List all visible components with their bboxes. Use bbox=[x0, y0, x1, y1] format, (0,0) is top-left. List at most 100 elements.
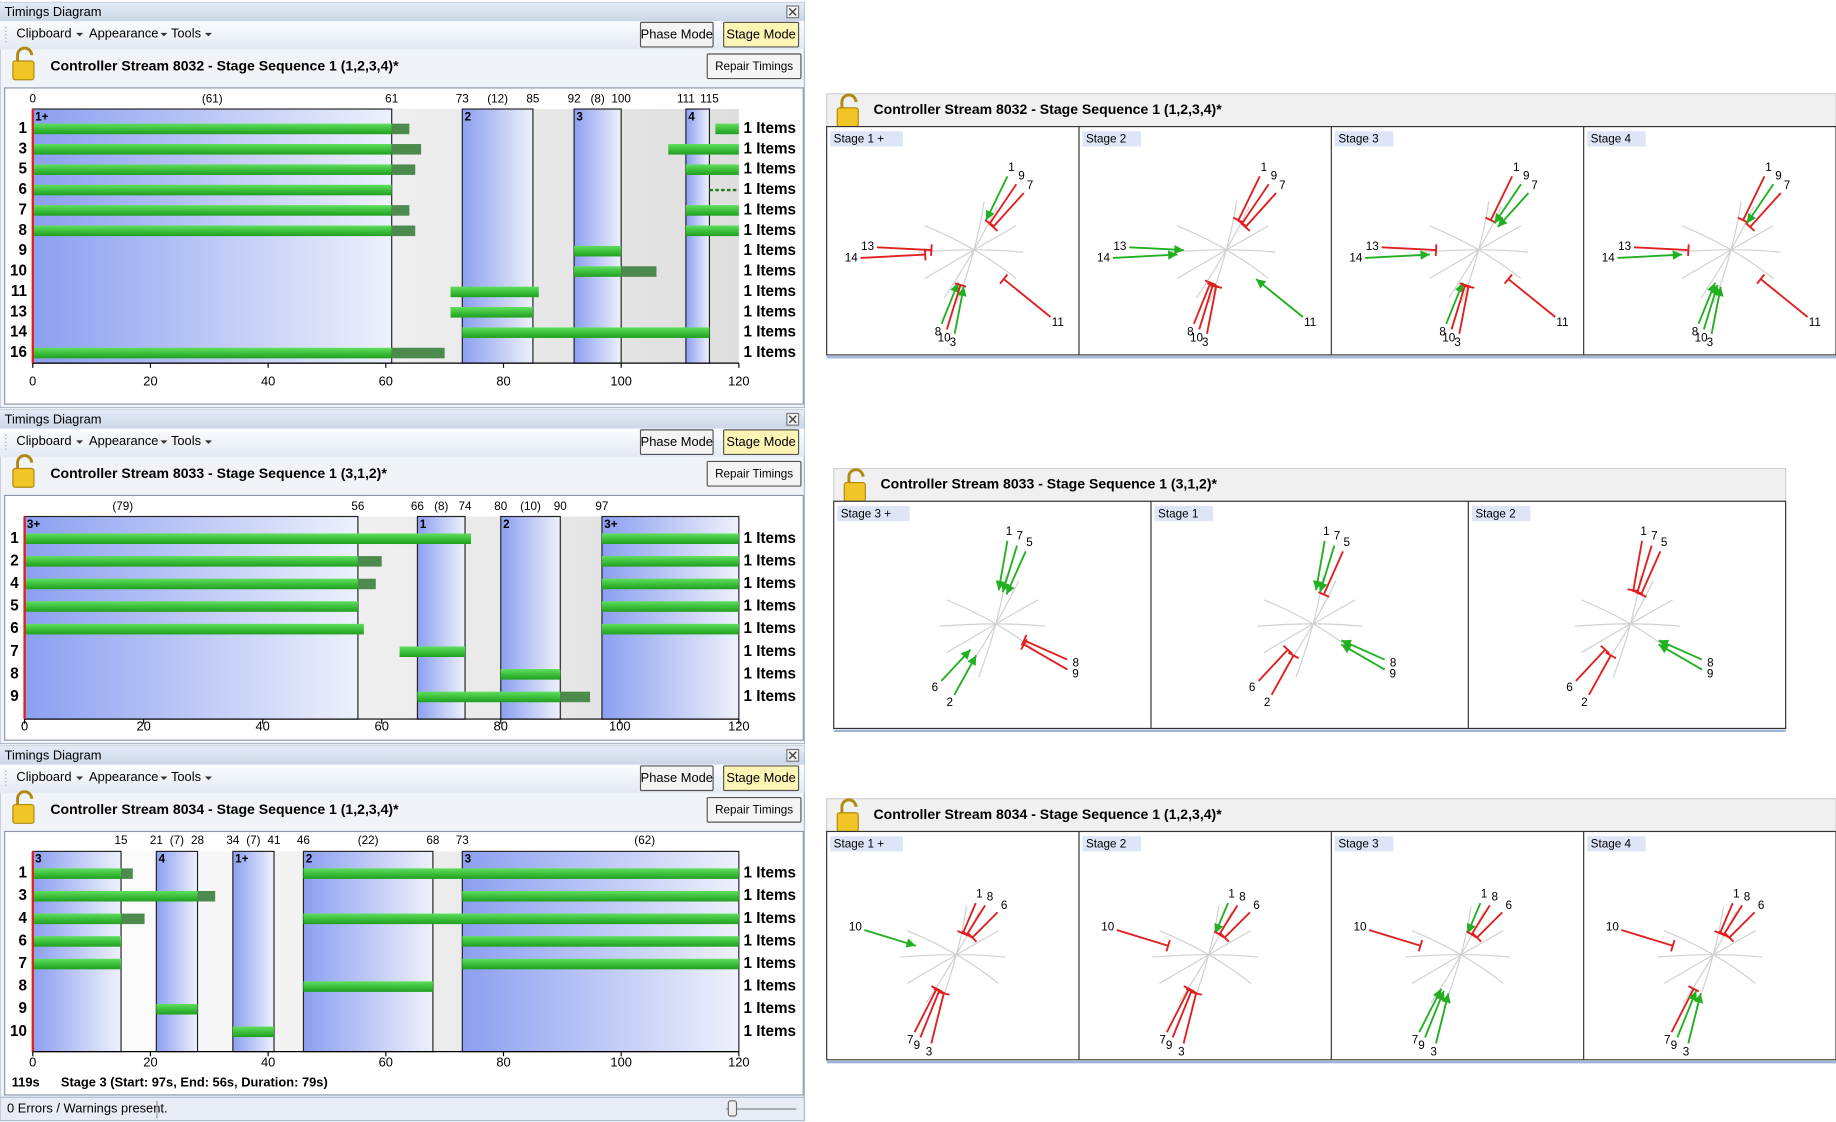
movement-arrow bbox=[1214, 922, 1224, 934]
menu-item[interactable]: Tools bbox=[171, 769, 201, 784]
green-bar bbox=[685, 164, 739, 175]
x-tick-label: 80 bbox=[496, 373, 510, 388]
menu-item[interactable]: Appearance bbox=[89, 25, 158, 40]
stage-tag-label: Stage 2 bbox=[1086, 133, 1126, 146]
button-label[interactable]: Stage Mode bbox=[726, 27, 795, 42]
intergreen-bar bbox=[357, 556, 382, 567]
button[interactable] bbox=[723, 429, 800, 456]
movement-line bbox=[1257, 649, 1289, 682]
stop-bar bbox=[1190, 991, 1203, 996]
movement-arrow bbox=[1435, 990, 1445, 1002]
stage-label: 3+ bbox=[604, 518, 618, 531]
phase-name: 2 bbox=[10, 552, 18, 569]
button[interactable] bbox=[706, 460, 802, 487]
green-bar bbox=[32, 868, 122, 879]
stop-bar bbox=[1020, 638, 1028, 651]
x-tick-label: 100 bbox=[609, 719, 630, 734]
menu-item[interactable]: Appearance bbox=[89, 769, 158, 784]
menu-item[interactable]: Clipboard bbox=[16, 25, 71, 40]
button[interactable] bbox=[723, 21, 800, 48]
menu-arrow bbox=[160, 776, 168, 780]
green-bar bbox=[32, 936, 122, 947]
arm-label: 9 bbox=[1775, 170, 1782, 183]
menu-item[interactable]: Tools bbox=[171, 433, 201, 448]
button-label[interactable]: Repair Timings bbox=[715, 467, 793, 480]
movement-line bbox=[860, 253, 926, 259]
stage-label: 3+ bbox=[27, 518, 41, 531]
intergreen-bar bbox=[357, 578, 376, 590]
movement-line bbox=[1633, 246, 1689, 252]
arm-label: 13 bbox=[861, 240, 874, 253]
stage-tag-label: Stage 1 + bbox=[834, 837, 885, 850]
phase-name: 5 bbox=[10, 598, 19, 615]
phase-name: 16 bbox=[10, 344, 27, 361]
button-label[interactable]: Phase Mode bbox=[641, 27, 713, 42]
stage-panel-title: Controller Stream 8032 - Stage Sequence … bbox=[874, 101, 1223, 117]
stop-bar bbox=[1020, 634, 1028, 647]
phase-items: 1 Items bbox=[744, 552, 796, 569]
menu-item[interactable]: Tools bbox=[171, 25, 201, 40]
menu-item[interactable]: Clipboard bbox=[16, 433, 71, 448]
button[interactable] bbox=[639, 765, 714, 792]
button[interactable] bbox=[723, 765, 800, 792]
stop-bar bbox=[1434, 244, 1438, 257]
menu-item[interactable]: Clipboard bbox=[16, 769, 71, 784]
stage-region bbox=[155, 850, 199, 1053]
arm-label: 8 bbox=[1390, 656, 1397, 669]
stage-time-label: 46 bbox=[297, 834, 310, 847]
lock-shackle bbox=[16, 454, 34, 470]
button-label[interactable]: Repair Timings bbox=[715, 803, 793, 816]
menu-item[interactable]: Appearance bbox=[89, 433, 158, 448]
movement-line bbox=[1728, 911, 1756, 939]
button-label[interactable]: Phase Mode bbox=[641, 434, 713, 449]
phase-items: 1 Items bbox=[744, 1000, 796, 1017]
stage-tag bbox=[1334, 131, 1394, 147]
button-label[interactable]: Phase Mode bbox=[641, 770, 713, 785]
arm-label: 9 bbox=[1707, 667, 1714, 680]
button-label[interactable]: Repair Timings bbox=[715, 60, 793, 73]
intergreen-bar bbox=[197, 890, 216, 902]
close-icon bbox=[788, 415, 797, 424]
stop-bar bbox=[1204, 279, 1217, 286]
menu-arrow bbox=[204, 776, 212, 780]
phase-name: 5 bbox=[18, 161, 27, 178]
button[interactable] bbox=[706, 796, 802, 823]
stage-time-label: (7) bbox=[246, 834, 260, 847]
stop-bar bbox=[1240, 222, 1251, 232]
zoom-thumb[interactable] bbox=[727, 1100, 738, 1117]
stage-tag-label: Stage 3 + bbox=[841, 507, 892, 520]
arm-label: 9 bbox=[1271, 170, 1278, 183]
stage-tag bbox=[830, 836, 903, 852]
movement-line bbox=[1368, 929, 1421, 947]
button-label[interactable]: Stage Mode bbox=[726, 770, 795, 785]
arm-label: 7 bbox=[1159, 1034, 1166, 1047]
status-stage-info: Stage 3 (Start: 97s, End: 56s, Duration:… bbox=[61, 1075, 328, 1090]
stage-label: 4 bbox=[688, 110, 695, 123]
stage-tag bbox=[1587, 836, 1646, 852]
phase-items: 1 Items bbox=[744, 865, 796, 882]
movement-arrow bbox=[1318, 581, 1328, 593]
intergreen-bar bbox=[121, 913, 145, 925]
x-tick-label: 20 bbox=[136, 719, 150, 734]
arm-label: 11 bbox=[1556, 316, 1568, 329]
stop-bar bbox=[1745, 222, 1756, 232]
arm-label: 5 bbox=[1344, 536, 1351, 549]
movement-line bbox=[971, 911, 999, 939]
stage-time-label: 56 bbox=[351, 500, 364, 513]
lock-body bbox=[843, 481, 866, 502]
phase-items: 1 Items bbox=[744, 688, 796, 705]
movement-arrow bbox=[1714, 286, 1724, 297]
arm-label: 14 bbox=[1097, 252, 1111, 265]
stage-region bbox=[232, 850, 275, 1053]
button-label[interactable]: Stage Mode bbox=[726, 434, 795, 449]
button[interactable] bbox=[639, 429, 714, 456]
movement-line bbox=[1322, 550, 1344, 595]
movement-arrow bbox=[1658, 639, 1670, 649]
stop-bar bbox=[1472, 932, 1482, 943]
button[interactable] bbox=[706, 53, 802, 80]
arm-label: 6 bbox=[1758, 899, 1765, 912]
stage-time-label: 61 bbox=[385, 93, 398, 106]
button[interactable] bbox=[639, 21, 714, 48]
x-tick-label: 20 bbox=[143, 1055, 157, 1070]
stop-bar bbox=[1282, 644, 1293, 655]
